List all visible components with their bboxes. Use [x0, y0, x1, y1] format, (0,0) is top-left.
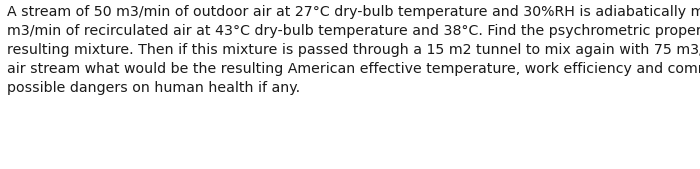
- Text: A stream of 50 m3/min of outdoor air at 27°C dry-bulb temperature and 30%RH is a: A stream of 50 m3/min of outdoor air at …: [7, 5, 700, 95]
